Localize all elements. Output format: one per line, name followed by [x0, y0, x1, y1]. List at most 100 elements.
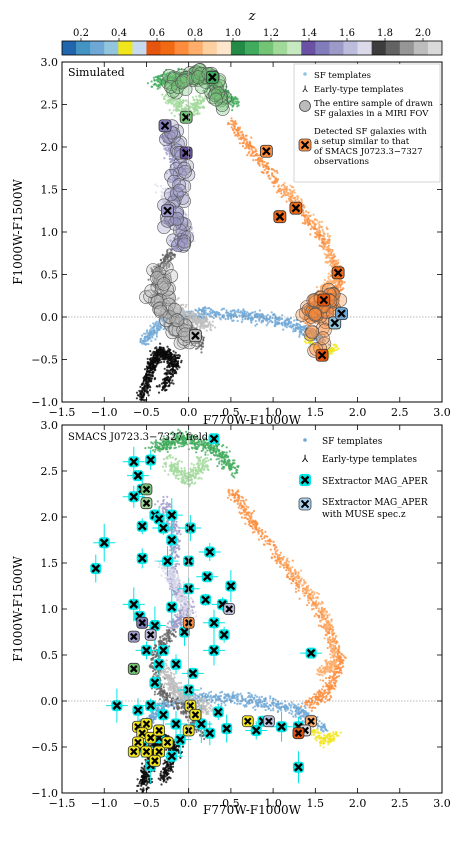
sextractor-marker [200, 593, 212, 606]
colorbar-cell [216, 41, 232, 55]
muse-specz-marker [161, 736, 174, 749]
panel-smacs-field: −1.5 −1.0 −0.5 0.0 0.5 1.0 1.5 2.0 2.5 3.0−1.0−0.… [11, 419, 451, 817]
sextractor-marker [135, 641, 158, 660]
y-tick-label: 1.0 [41, 226, 59, 239]
legend-tri-icon: ⅄ [302, 454, 309, 465]
sextractor-marker [212, 704, 224, 721]
legend-1-entire-sample: The entire sample of drawn SF galaxies in… [314, 99, 434, 119]
muse-specz-marker [148, 754, 161, 767]
y-tick-label: −0.5 [31, 741, 58, 754]
colorbar-tick-label: 1.4 [301, 28, 317, 39]
drawn-galaxy-circle [180, 230, 194, 245]
muse-specz-marker [189, 708, 202, 721]
legend-circle-icon [299, 100, 311, 112]
sextractor-marker [166, 522, 178, 558]
muse-specz-marker [292, 727, 305, 740]
drawn-galaxy-circle [214, 93, 228, 108]
drawn-galaxy-circle [170, 313, 185, 328]
muse-specz-marker [223, 603, 236, 615]
colorbar-cell [385, 41, 401, 55]
panel-2-label: SMACS J0723.3−7327 field [68, 432, 209, 443]
sextractor-marker [170, 654, 182, 675]
y-tick-label: 2.5 [41, 99, 59, 112]
legend-2-early-templates: Early-type templates [322, 455, 417, 465]
x-tick-label: −1.5 [49, 406, 76, 419]
legend-sf-dot [303, 72, 307, 76]
drawn-galaxy-circle [143, 289, 157, 304]
sextractor-marker [105, 688, 128, 723]
drawn-galaxy-circle [316, 331, 330, 345]
drawn-galaxy-circle [153, 301, 167, 315]
sextractor-marker [153, 506, 165, 531]
sextractor-marker [270, 711, 293, 742]
drawn-galaxy-circle [154, 304, 168, 319]
drawn-galaxy-circle [167, 302, 182, 317]
colorbar-cell [413, 41, 429, 55]
y-tick-label: 3.0 [41, 419, 59, 432]
legend-1-early-templates: Early-type templates [314, 85, 404, 95]
muse-specz-marker [305, 715, 318, 728]
legend-2-sextractor-muse: SExtractor MAG_APER with MUSE spec.z [322, 498, 428, 520]
y-tick-label: −0.5 [31, 354, 58, 367]
colorbar-cell [371, 41, 387, 55]
detected-galaxy-marker [259, 144, 273, 158]
sextractor-marker [132, 698, 144, 723]
sextractor-marker [190, 705, 213, 743]
sextractor-marker [156, 546, 179, 577]
x-tick-label: 1.0 [264, 797, 282, 810]
panel-2-xlabel: F770W-F1000W [203, 803, 302, 817]
sextractor-marker [181, 667, 204, 679]
colorbar-tick-label: 1.2 [263, 28, 279, 39]
colorbar-cell [399, 41, 415, 55]
muse-specz-marker [140, 745, 153, 758]
drawn-galaxy-circle [209, 92, 223, 107]
sextractor-marker [149, 676, 161, 689]
colorbar-tick-label: 1.8 [377, 28, 393, 39]
y-tick-label: 0.0 [41, 695, 59, 708]
y-tick-label: 0.5 [41, 649, 59, 662]
drawn-galaxy-circle [216, 102, 230, 116]
colorbar-cell [62, 41, 77, 55]
y-tick-label: 1.5 [41, 557, 59, 570]
colorbar-tick-label: 1.6 [339, 28, 355, 39]
legend-x-icon [300, 475, 310, 485]
colorbar-cell [76, 41, 91, 55]
detected-galaxy-marker [317, 293, 331, 307]
x-tick-label: −0.5 [133, 797, 160, 810]
sextractor-marker [136, 518, 148, 535]
sextractor-marker [225, 570, 237, 602]
drawn-galaxy-circle [172, 183, 187, 198]
sextractor-marker [203, 635, 225, 666]
panel-1-ylabel: F1000W-F1500W [11, 179, 25, 285]
legend-x-icon [300, 499, 310, 509]
colorbar-cell [244, 41, 260, 55]
colorbar-cell [202, 41, 218, 55]
colorbar-cell [287, 41, 302, 55]
x-tick-label: 2.0 [349, 797, 367, 810]
colorbar-tick-label: 0.4 [111, 28, 127, 39]
x-tick-label: −1.0 [91, 797, 118, 810]
legend-1-detected: Detected SF galaxies with a setup similar… [314, 127, 427, 167]
colorbar-tick-labels: 0.2 0.4 0.6 0.8 1.0 1.2 1.4 1.6 1.8 2.0 [73, 28, 431, 41]
panel-simulated: −1.5 −1.0 −0.5 0.0 0.5 1.0 1.5 2.0 2.5 3.0−1.0−0.… [11, 56, 451, 427]
detected-galaxy-marker [205, 70, 219, 84]
y-tick-label: 0.0 [41, 311, 59, 324]
detected-galaxy-marker [335, 307, 348, 321]
colorbar-tick-label: 0.8 [187, 28, 203, 39]
sextractor-marker [165, 711, 187, 737]
y-tick-label: −1.0 [31, 396, 58, 409]
colorbar-label: z [248, 9, 256, 24]
muse-specz-marker [144, 628, 157, 641]
detected-galaxy-marker [331, 266, 345, 280]
x-tick-label: 0.0 [180, 797, 198, 810]
detected-galaxy-marker [289, 201, 303, 215]
sextractor-marker [90, 554, 102, 583]
panel-1-label: Simulated [68, 66, 125, 79]
legend-sf-dot [303, 438, 307, 442]
sextractor-marker [152, 521, 175, 536]
colorbar-frame [61, 40, 443, 56]
panel-1-xlabel: F770W-F1000W [203, 413, 302, 427]
sextractor-marker [204, 721, 216, 746]
x-tick-label: 0.0 [180, 406, 198, 419]
legend-2-sextractor: SExtractor MAG_APER [322, 477, 428, 487]
